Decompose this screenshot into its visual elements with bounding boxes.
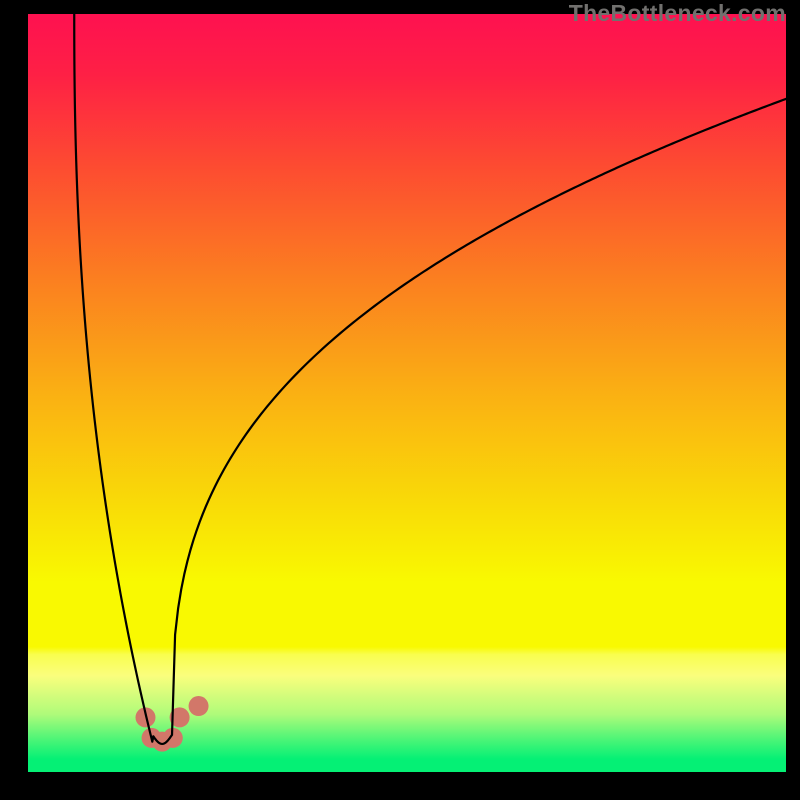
watermark-text: TheBottleneck.com [569, 0, 786, 27]
gradient-curve-chart [28, 14, 786, 772]
gradient-background [28, 14, 786, 772]
chart-frame: TheBottleneck.com [0, 0, 800, 800]
plot-area [28, 14, 786, 772]
data-marker [189, 696, 209, 716]
